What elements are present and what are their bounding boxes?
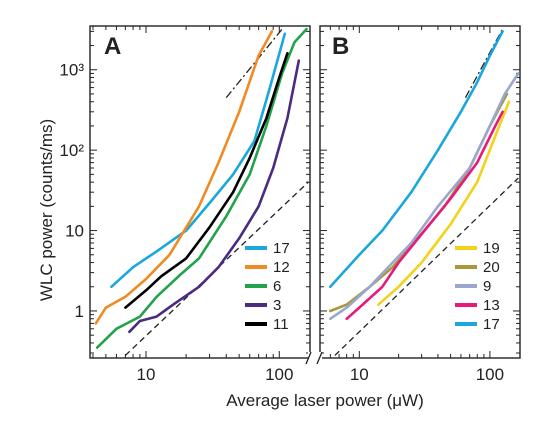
series-line-6 — [95, 27, 308, 349]
series-line-20 — [329, 92, 509, 313]
x-axis-title: Average laser power (μW) — [226, 391, 424, 410]
legend-label-12: 12 — [273, 259, 290, 276]
legend-label-3: 3 — [273, 297, 281, 314]
x-tick-label: 100 — [265, 365, 293, 384]
series-line-17 — [329, 30, 504, 289]
x-tick-label: 100 — [476, 365, 504, 384]
legend-label-11: 11 — [273, 316, 289, 333]
series-line-3 — [128, 59, 301, 334]
series-line-19 — [377, 100, 511, 306]
y-tick-label: 1 — [75, 302, 84, 321]
x-tick-label: 10 — [137, 365, 156, 384]
y-tick-label: 10 — [65, 222, 84, 241]
series-line-17 — [110, 32, 287, 289]
panel-a: A 10 100 1 10 10² 10³ 17 12 6 3 11 — [59, 25, 311, 384]
dashed-reference-line — [334, 177, 519, 356]
series-line-11 — [124, 52, 289, 309]
plot-area — [94, 27, 309, 356]
y-axis-title: WLC power (counts/ms) — [37, 119, 56, 301]
series-line-12 — [94, 30, 274, 325]
legend-label-6: 6 — [273, 278, 281, 295]
y-tick-label: 10³ — [59, 61, 84, 80]
panel-letter-a: A — [104, 33, 121, 60]
panel-b: B 10 100 19 20 9 13 17 — [319, 25, 521, 384]
legend-label-9: 9 — [483, 278, 491, 295]
x-tick-label: 10 — [350, 365, 369, 384]
series-line-9 — [329, 72, 520, 321]
legend-a: 17 12 6 3 11 — [245, 240, 290, 333]
legend-label-17: 17 — [483, 316, 500, 333]
legend-label-20: 20 — [483, 259, 500, 276]
legend-label-13: 13 — [483, 297, 500, 314]
y-tick-label: 10² — [59, 141, 84, 160]
plot-area — [329, 28, 520, 356]
axis-break — [305, 351, 323, 365]
series-line-13 — [345, 110, 504, 321]
legend-b: 19 20 9 13 17 — [455, 240, 500, 333]
dash-dot-reference-line — [225, 28, 283, 99]
panel-letter-b: B — [332, 33, 349, 60]
legend-label-17: 17 — [273, 240, 290, 257]
legend-label-19: 19 — [483, 240, 500, 257]
